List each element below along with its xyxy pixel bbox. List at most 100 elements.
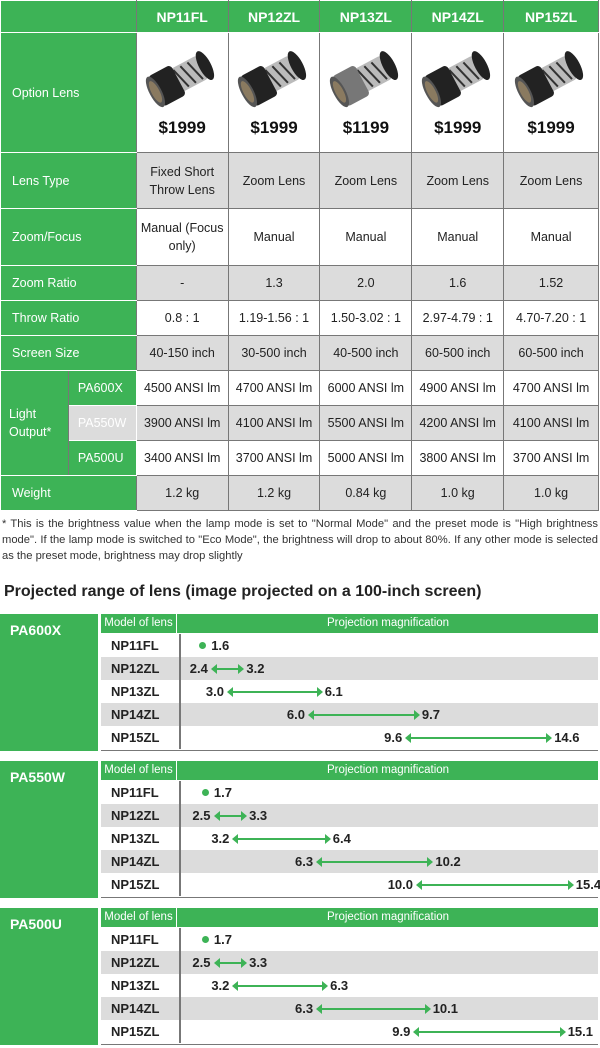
range-row: NP11FL 1.7: [101, 928, 598, 951]
spec-value: 60-500 inch: [503, 335, 599, 371]
spec-value: 4200 ANSI lm: [411, 405, 505, 441]
spec-value: 1.0 kg: [411, 475, 505, 511]
spec-value: 1.2 kg: [227, 475, 321, 511]
lens-model: NP15ZL: [101, 726, 181, 749]
range-row: NP11FL 1.6: [101, 634, 598, 657]
range-arrow-icon: [232, 834, 332, 844]
spec-value: 4100 ANSI lm: [503, 405, 599, 441]
max-magnification: 6.3: [330, 978, 349, 993]
spec-value: 5500 ANSI lm: [319, 405, 413, 441]
spec-value: Zoom Lens: [503, 152, 599, 209]
range-row: NP12ZL 2.5 3.3: [101, 951, 598, 974]
range-arrow-icon: [416, 880, 574, 890]
spec-value: 40-500 inch: [319, 335, 413, 371]
magnification-col-header: Projection magnification: [326, 764, 450, 776]
row-label: Weight: [0, 475, 137, 511]
lens-model: NP13ZL: [101, 974, 181, 997]
model-col-header: Model of lens: [101, 761, 177, 780]
model-header: NP13ZL: [319, 0, 413, 33]
spec-value: Manual: [319, 208, 413, 266]
projection-range-table: PA500U Model of lens Projection magnifica…: [0, 908, 598, 1045]
magnification: 1.7: [213, 785, 232, 800]
row-label: Screen Size: [0, 335, 137, 371]
range-arrow-icon: [316, 1004, 431, 1014]
range-arrow-icon: [232, 981, 328, 991]
spec-value: 4700 ANSI lm: [503, 370, 599, 406]
spec-value: 1.0 kg: [503, 475, 599, 511]
projection-range-table: PA550W Model of lens Projection magnifica…: [0, 761, 600, 898]
lens-cell: $1999: [227, 32, 321, 153]
min-magnification: 6.3: [295, 1001, 314, 1016]
range-row: NP12ZL 2.4 3.2: [101, 657, 598, 680]
projection-range-table: PA600X Model of lens Projection magnifica…: [0, 614, 598, 751]
range-row: NP14ZL 6.0 9.7: [101, 703, 598, 726]
spec-value: 3800 ANSI lm: [411, 440, 505, 476]
range-title: Projected range of lens (image projected…: [4, 583, 482, 600]
lens-model: NP11FL: [101, 634, 181, 657]
lens-cell: $1999: [135, 32, 229, 153]
magnification: 1.7: [213, 932, 232, 947]
lens-model: NP14ZL: [101, 703, 181, 726]
range-row: NP13ZL 3.2 6.4: [101, 827, 598, 850]
spec-value: -: [135, 265, 229, 301]
spec-value: Manual: [503, 208, 599, 266]
max-magnification: 14.6: [554, 730, 580, 745]
min-magnification: 3.2: [211, 978, 230, 993]
spec-value: Fixed Short Throw Lens: [135, 152, 229, 209]
min-magnification: 3.0: [205, 684, 224, 699]
min-magnification: 10.0: [387, 877, 413, 892]
lens-price: $1999: [158, 117, 206, 137]
spec-value: Manual: [227, 208, 321, 266]
range-row: NP15ZL 9.6 14.6: [101, 726, 598, 749]
range-row: NP14ZL 6.3 10.1: [101, 997, 598, 1020]
min-magnification: 9.6: [384, 730, 403, 745]
spec-value: Zoom Lens: [319, 152, 413, 209]
range-arrow-icon: [213, 958, 247, 968]
range-row: NP11FL 1.7: [101, 781, 598, 804]
lens-price: $1199: [342, 117, 390, 137]
spec-value: 3900 ANSI lm: [135, 405, 229, 441]
max-magnification: 9.7: [421, 707, 440, 722]
lens-model: NP13ZL: [101, 827, 181, 850]
spec-value: 2.0: [319, 265, 413, 301]
spec-value: 1.52: [503, 265, 599, 301]
lens-cell: $1199: [319, 32, 413, 153]
spec-value: 1.6: [411, 265, 505, 301]
range-row: NP13ZL 3.2 6.3: [101, 974, 598, 997]
lens-model: NP14ZL: [101, 850, 181, 873]
min-magnification: 2.5: [192, 955, 211, 970]
spec-value: 2.97-4.79 : 1: [411, 300, 505, 336]
lens-model: NP15ZL: [101, 1020, 181, 1043]
spec-value: 4.70-7.20 : 1: [503, 300, 599, 336]
min-magnification: 9.9: [392, 1024, 411, 1039]
spec-value: Zoom Lens: [411, 152, 505, 209]
lens-spec-table: NP11FL NP12ZL NP13ZL NP14ZL NP15ZL Option Le…: [0, 0, 599, 511]
range-row: NP14ZL 6.3 10.2: [101, 850, 598, 873]
max-magnification: 6.4: [332, 831, 351, 846]
model-header: NP11FL: [135, 0, 229, 33]
range-row: NP13ZL 3.0 6.1: [101, 680, 598, 703]
lens-cell: $1999: [411, 32, 505, 153]
spec-value: 5000 ANSI lm: [319, 440, 413, 476]
model-header: NP12ZL: [227, 0, 321, 33]
row-label: Zoom/Focus: [0, 208, 137, 266]
lens-price: $1999: [250, 117, 298, 137]
light-output-label: Light Output*: [0, 370, 69, 476]
max-magnification: 10.2: [435, 854, 461, 869]
point-dot-icon: [201, 936, 209, 943]
max-magnification: 3.3: [249, 955, 268, 970]
range-row: NP12ZL 2.5 3.3: [101, 804, 598, 827]
range-arrow-icon: [405, 733, 553, 743]
max-magnification: 10.1: [432, 1001, 458, 1016]
lens-image: [514, 50, 584, 107]
lens-model: NP14ZL: [101, 997, 181, 1020]
projector-model: PA550W: [67, 405, 137, 441]
lens-model: NP15ZL: [101, 873, 181, 896]
magnification-col-header: Projection magnification: [326, 911, 450, 923]
range-arrow-icon: [210, 664, 244, 674]
min-magnification: 2.4: [189, 661, 208, 676]
option-lens-label: Option Lens: [0, 32, 137, 153]
max-magnification: 3.3: [249, 808, 268, 823]
range-row: NP15ZL 9.9 15.1: [101, 1020, 598, 1043]
spec-value: 0.8 : 1: [135, 300, 229, 336]
